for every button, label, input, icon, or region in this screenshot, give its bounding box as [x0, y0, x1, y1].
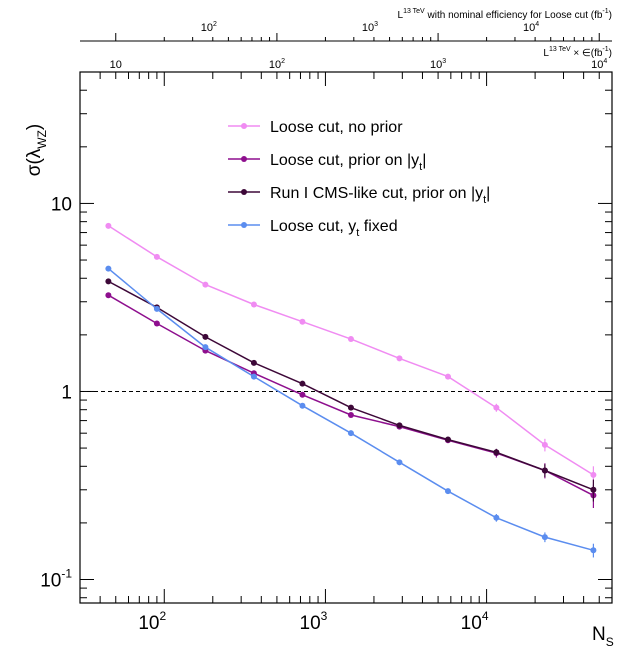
data-point: [444, 436, 451, 443]
data-point: [202, 281, 209, 288]
top-axis-1-tick-label: 104: [523, 21, 539, 34]
y-tick-label: 10: [51, 194, 72, 215]
x-axis-title: NS: [592, 624, 614, 649]
data-point: [493, 449, 500, 456]
data-point: [541, 534, 548, 541]
data-point: [541, 467, 548, 474]
x-tick-label: 103: [300, 609, 328, 634]
legend-marker: [241, 189, 247, 195]
series-line-2: [108, 280, 594, 491]
y-tick-label: 1: [61, 382, 72, 403]
x-tick-label: 104: [461, 609, 489, 634]
data-point: [250, 373, 257, 380]
data-point: [396, 355, 403, 362]
data-point: [493, 404, 500, 411]
data-point: [250, 359, 257, 366]
top-axis-2-tick-label: 102: [269, 58, 285, 71]
legend-marker: [241, 222, 247, 228]
data-point: [590, 486, 597, 493]
data-point: [105, 222, 112, 229]
data-point: [347, 411, 354, 418]
series-line-0: [107, 225, 594, 476]
legend-label: Loose cut, no prior: [270, 119, 403, 136]
data-point: [153, 305, 160, 312]
top-axis-1-title: L13 TeV with nominal efficiency for Loos…: [398, 8, 613, 21]
data-point: [444, 488, 451, 495]
data-point: [541, 441, 548, 448]
data-point: [444, 373, 451, 380]
data-point: [299, 380, 306, 387]
data-point: [250, 301, 257, 308]
top-axis-2-tick-label: 104: [591, 58, 607, 71]
plot-frame: [79, 71, 613, 604]
legend-label: Run I CMS-like cut, prior on |yt|: [270, 185, 490, 206]
data-point: [299, 402, 306, 409]
data-point: [590, 471, 597, 478]
legend-marker: [241, 123, 247, 129]
series-line-1: [108, 294, 594, 497]
data-point: [105, 278, 112, 285]
data-point: [347, 404, 354, 411]
data-point: [299, 391, 306, 398]
legend-marker: [241, 156, 247, 162]
data-point: [105, 292, 112, 299]
legend-label: Loose cut, prior on |yt|: [270, 152, 426, 173]
legend-label: Loose cut, yt fixed: [270, 218, 398, 239]
data-point: [396, 459, 403, 466]
data-point: [396, 422, 403, 429]
data-point: [153, 253, 160, 260]
data-point: [299, 318, 306, 325]
x-tick-label: 102: [138, 609, 166, 634]
data-point: [202, 333, 209, 340]
y-axis-title: σ(λWZ): [24, 124, 49, 177]
data-point: [153, 320, 160, 327]
data-point: [105, 265, 112, 272]
data-point: [202, 344, 209, 351]
data-point: [347, 336, 354, 343]
y-tick-label: 10-1: [40, 567, 72, 592]
data-point: [493, 514, 500, 521]
top-axis-2-tick-label: 103: [430, 58, 446, 71]
top-axis-2-tick-label: 10: [110, 59, 122, 71]
data-point: [347, 430, 354, 437]
data-point: [590, 547, 597, 554]
top-axis-1-tick-label: 102: [201, 21, 217, 34]
top-axis-1-tick-label: 103: [362, 21, 378, 34]
top-axis-2-title: L13 TeV × ∈(fb-1): [543, 46, 612, 59]
